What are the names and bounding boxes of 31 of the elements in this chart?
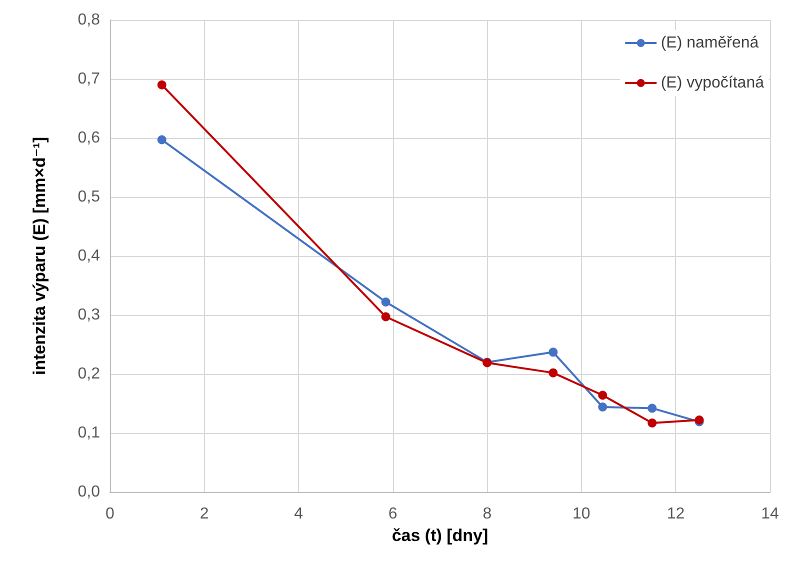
y-tick-label: 0,1 — [78, 424, 100, 442]
point — [648, 418, 657, 428]
x-tick-label: 6 — [388, 506, 398, 522]
x-tick-label: 4 — [294, 506, 304, 522]
legend-label: (E) vypočítaná — [660, 74, 764, 92]
point — [381, 312, 390, 322]
y-tick-label: 0,7 — [78, 70, 100, 88]
point — [548, 348, 558, 357]
point — [157, 80, 166, 90]
y-tick-label: 0,2 — [78, 366, 100, 382]
y-tick-label: 0,6 — [78, 130, 100, 146]
y-axis-title: intenzita výparu (E) [mm×d⁻¹] — [30, 136, 49, 376]
point — [598, 390, 608, 400]
x-tick-label: 12 — [666, 506, 685, 522]
legend-label: (E) naměřená — [660, 34, 759, 52]
point — [648, 404, 657, 413]
y-tick-label: 0,3 — [78, 306, 100, 324]
point — [548, 368, 558, 378]
x-tick-label: 14 — [761, 506, 779, 522]
point — [598, 402, 608, 412]
point — [381, 298, 390, 307]
point — [157, 135, 166, 144]
x-tick-label: 10 — [572, 506, 590, 522]
y-tick-label: 0,8 — [78, 12, 100, 28]
y-tick-label: 0,4 — [78, 248, 100, 264]
x-tick-label: 8 — [482, 506, 492, 522]
x-tick-label: 0 — [106, 506, 115, 522]
x-tick-label: 2 — [200, 506, 209, 522]
x-axis-title: čas (t) [dny] — [392, 526, 488, 545]
y-tick-label: 0,0 — [78, 484, 100, 500]
y-tick-label: 0,5 — [78, 188, 100, 206]
